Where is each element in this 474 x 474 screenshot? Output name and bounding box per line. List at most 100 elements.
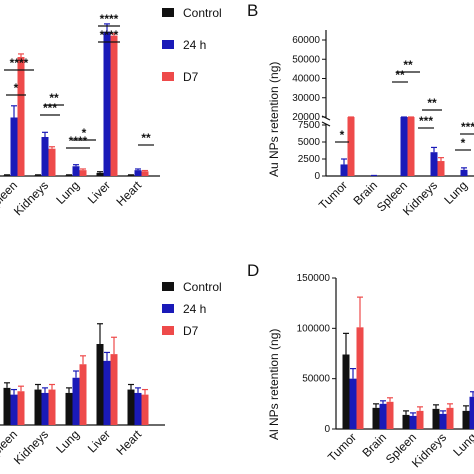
bar-D7-tumor	[356, 327, 364, 429]
bar-D7-heart	[141, 394, 149, 425]
bar-D7-lung	[79, 364, 87, 425]
ylabel-b: Au NPs retention (ng)	[267, 62, 281, 177]
bar-D7-spleen	[17, 57, 25, 176]
bar-24h-kidneys	[41, 392, 49, 425]
legend-bottom: Control 24 h D7	[162, 280, 222, 338]
sig-star-a-3: **	[49, 91, 59, 105]
bar-D7-liver	[110, 354, 118, 425]
bar-24h-spleen	[409, 415, 417, 429]
bar-D7-liver	[110, 35, 118, 176]
bar-Control-lung	[65, 392, 73, 425]
sig-star-b-1: **	[395, 68, 405, 82]
bar-24h-tumor	[349, 378, 357, 429]
legend-top-24h: 24 h	[183, 38, 206, 52]
xtick-tumor: Tumor	[316, 178, 350, 212]
ylabel-d: Al NPs retention (ng)	[267, 329, 281, 440]
bar-Control-liver	[96, 344, 104, 425]
xtick-heart: Heart	[113, 178, 144, 209]
bar-Control-spleen	[3, 175, 11, 176]
bar-Control-lung	[65, 175, 73, 176]
bar-D7-brain	[386, 401, 394, 429]
ytick-b-upper-1: 30000	[292, 93, 320, 104]
xtick-liver: Liver	[85, 427, 113, 455]
legend-bottom-swatch-d7	[162, 326, 174, 335]
legend-bottom-d7: D7	[183, 324, 199, 338]
xtick-tumor: Tumor	[325, 430, 359, 464]
ytick-d-2: 100000	[297, 323, 331, 334]
bar-24h-spleen	[10, 117, 18, 176]
legend-bottom-control: Control	[183, 280, 222, 294]
legend-top-swatch-24h	[162, 40, 174, 49]
xtick-kidneys: Kidneys	[11, 427, 51, 467]
bar-D7-spleen	[416, 410, 424, 429]
xtick-lung: Lung	[53, 178, 82, 207]
bar-24h-liver	[103, 31, 111, 177]
bar-24h-kidneys	[430, 152, 438, 176]
bar-24h-brain	[379, 403, 387, 429]
sig-star-a-0: *	[14, 81, 19, 95]
legend-top-swatch-d7	[162, 72, 174, 81]
legend-top-swatch-control	[162, 8, 174, 17]
bar-D7-heart	[141, 171, 149, 176]
bar-24h-tumor	[340, 164, 348, 176]
legend-top: Control 24 h D7	[162, 6, 222, 84]
sig-star-a-4: *	[82, 126, 87, 140]
sig-star-a-8: **	[141, 131, 151, 145]
ytick-b-upper-4: 60000	[292, 35, 320, 46]
bar-D7-spleen	[17, 391, 25, 425]
bar-24h-lung	[72, 377, 80, 425]
xtick-heart: Heart	[113, 427, 144, 458]
ytick-b-lower-0: 0	[314, 171, 320, 182]
panel-label-d: D	[247, 261, 259, 280]
ytick-d-3: 150000	[297, 273, 331, 284]
xtick-liver: Liver	[85, 178, 113, 206]
bar-24h-spleen	[400, 117, 408, 176]
legend-top-control: Control	[183, 6, 222, 20]
bar-24h-heart	[134, 392, 142, 425]
sig-star-a-7: ****	[100, 28, 119, 42]
bar-D7-kidneys	[446, 407, 454, 429]
bar-24h-kidneys	[439, 413, 447, 429]
legend-bottom-swatch-24h	[162, 304, 174, 313]
sig-star-b-6: ***	[461, 120, 474, 134]
xtick-lung: Lung	[450, 430, 474, 459]
xtick-lung: Lung	[441, 178, 470, 207]
axis-break-b-2	[321, 121, 331, 127]
sig-star-a-1: ****	[10, 56, 29, 70]
sig-star-b-3: **	[427, 96, 437, 110]
ytick-b-lower-2: 5000	[298, 137, 321, 148]
legend-top-d7: D7	[183, 70, 199, 84]
bar-D7-kidneys	[437, 161, 445, 176]
panel-label-b: B	[247, 1, 258, 20]
ytick-d-1: 50000	[302, 374, 330, 385]
sig-star-b-4: ***	[419, 114, 433, 128]
legend-bottom-swatch-control	[162, 282, 174, 291]
sig-star-b-2: **	[403, 58, 413, 72]
bar-Control-tumor	[342, 354, 350, 429]
bar-D7-spleen	[407, 117, 415, 176]
bar-24h-kidneys	[41, 137, 49, 176]
bar-Control-spleen	[402, 414, 410, 429]
ytick-b-lower-1: 2500	[298, 154, 321, 165]
bar-D7-tumor	[347, 117, 355, 176]
ytick-b-upper-2: 40000	[292, 74, 320, 85]
plot-b: 20000 30000 40000 50000 60000 0 2500 5000 7500 Tu…	[292, 30, 474, 218]
bar-24h-lung	[469, 396, 474, 429]
bar-Control-kidneys	[432, 408, 440, 429]
bar-Control-brain	[372, 407, 380, 429]
xtick-kidneys: Kidneys	[11, 178, 51, 218]
bar-24h-lung	[72, 166, 80, 176]
xtick-lung: Lung	[53, 427, 82, 456]
bar-Control-lung	[462, 410, 470, 429]
bar-24h-lung	[460, 169, 468, 176]
ytick-b-upper-3: 50000	[292, 54, 320, 65]
bar-Control-kidneys	[34, 175, 42, 176]
bar-24h-spleen	[10, 394, 18, 425]
bar-D7-kidneys	[48, 389, 56, 425]
bar-Control-liver	[96, 172, 104, 176]
bar-Control-heart	[127, 175, 135, 176]
